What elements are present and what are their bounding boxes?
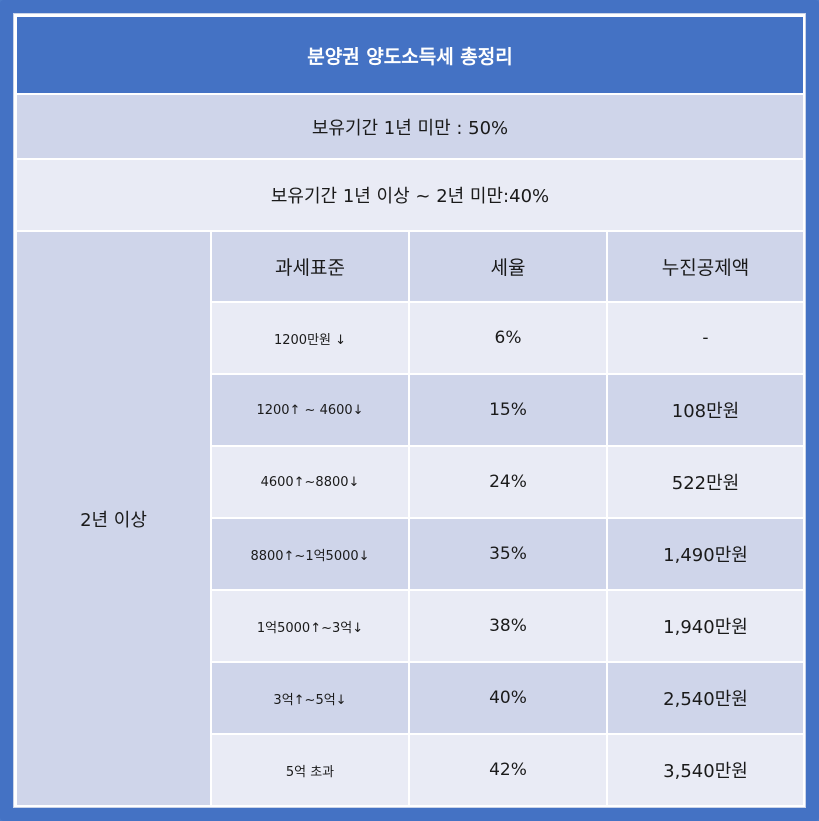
table-cell-base: 1200↑ ~ 4600↓ [212,375,408,445]
table-cell-base: 4600↑~8800↓ [212,447,408,517]
row-under-1-year: 보유기간 1년 미만 : 50% [17,95,803,158]
table-cell-rate: 42% [410,735,606,805]
table-cell-base: 5억 초과 [212,735,408,805]
table-cell-base: 3억↑~5억↓ [212,663,408,733]
table-cell-rate: 38% [410,591,606,661]
table-cell-rate: 40% [410,663,606,733]
table-cell-deduction: - [608,303,803,373]
header-tax-base: 과세표준 [212,232,408,301]
table-cell-deduction: 2,540만원 [608,663,803,733]
table-cell-base: 1200만원 ↓ [212,303,408,373]
header-deduction: 누진공제액 [608,232,803,301]
table-cell-base: 8800↑~1억5000↓ [212,519,408,589]
table-cell-deduction: 1,490만원 [608,519,803,589]
table-cell-rate: 24% [410,447,606,517]
table-cell-base: 1억5000↑~3억↓ [212,591,408,661]
table-cell-deduction: 522만원 [608,447,803,517]
table-cell-deduction: 3,540만원 [608,735,803,805]
table-cell-rate: 6% [410,303,606,373]
table-cell-rate: 35% [410,519,606,589]
row-1-to-2-years: 보유기간 1년 이상 ~ 2년 미만:40% [17,160,803,230]
table-title: 분양권 양도소득세 총정리 [17,17,803,93]
header-tax-rate: 세율 [410,232,606,301]
table-cell-rate: 15% [410,375,606,445]
row-over-2-years-label: 2년 이상 [17,232,210,805]
table-cell-deduction: 108만원 [608,375,803,445]
table-cell-deduction: 1,940만원 [608,591,803,661]
tax-table: 분양권 양도소득세 총정리 보유기간 1년 미만 : 50% 보유기간 1년 이… [13,13,806,808]
